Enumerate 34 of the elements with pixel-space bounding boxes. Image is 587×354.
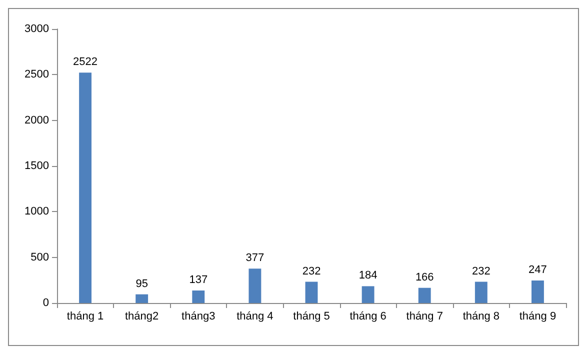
x-tick-label: tháng 1 bbox=[66, 310, 104, 322]
data-label: 232 bbox=[472, 265, 490, 278]
data-label: 2522 bbox=[73, 56, 98, 68]
x-tick-label: tháng 7 bbox=[406, 310, 443, 322]
bar bbox=[474, 282, 488, 303]
x-tick-label: tháng 8 bbox=[462, 310, 500, 322]
bar bbox=[248, 268, 262, 303]
y-tick-label: 500 bbox=[30, 251, 49, 264]
data-label: 184 bbox=[358, 270, 378, 282]
data-label: 166 bbox=[415, 271, 434, 284]
data-label: 232 bbox=[302, 265, 321, 278]
bar bbox=[362, 286, 374, 303]
y-tick-label: 2000 bbox=[24, 114, 49, 126]
x-tick-label: tháng 4 bbox=[236, 310, 274, 322]
x-tick-label: tháng3 bbox=[182, 310, 216, 322]
data-label: 247 bbox=[528, 264, 547, 276]
y-tick-label: 2500 bbox=[24, 68, 49, 81]
data-label: 95 bbox=[136, 278, 148, 290]
y-tick-label: 0 bbox=[42, 297, 49, 309]
data-label: 137 bbox=[189, 274, 208, 286]
bar bbox=[136, 294, 148, 303]
y-tick-label: 3000 bbox=[24, 23, 49, 35]
bar bbox=[192, 290, 205, 303]
bar bbox=[532, 280, 544, 303]
x-tick-label: tháng 9 bbox=[519, 310, 556, 322]
data-label: 377 bbox=[246, 252, 264, 264]
bar bbox=[418, 288, 431, 303]
x-tick-label: tháng2 bbox=[125, 310, 159, 322]
y-tick-label: 1000 bbox=[24, 206, 49, 218]
y-tick-label: 1500 bbox=[24, 160, 49, 172]
bar bbox=[79, 72, 92, 303]
bar bbox=[305, 282, 318, 303]
x-tick-label: tháng 6 bbox=[350, 310, 386, 322]
x-tick-label: tháng 5 bbox=[293, 310, 330, 322]
